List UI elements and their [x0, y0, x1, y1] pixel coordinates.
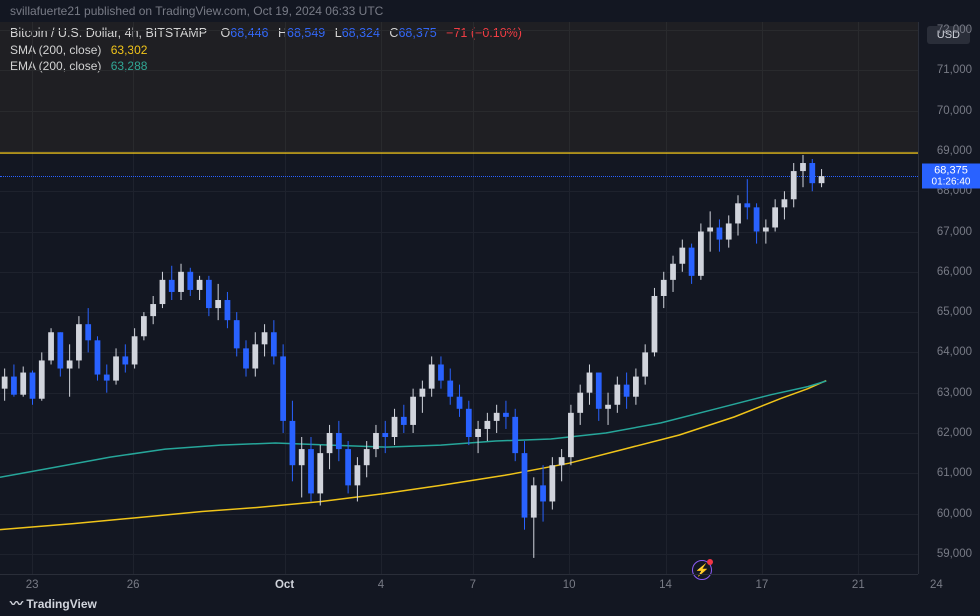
y-tick-label: 66,000	[937, 266, 972, 278]
y-tick-label: 63,000	[937, 387, 972, 399]
y-tick-label: 67,000	[937, 226, 972, 238]
y-axis[interactable]: 59,000 60,000 61,000 62,000 63,000 64,000 65,0…	[918, 22, 980, 574]
y-tick-label: 69,000	[937, 145, 972, 157]
footer-brand[interactable]: 〰 TradingView	[10, 593, 97, 612]
y-tick-label: 64,000	[937, 346, 972, 358]
y-tick-label: 72,000	[937, 24, 972, 36]
x-tick-label: Oct	[275, 579, 294, 591]
y-tick-label: 60,000	[937, 508, 972, 520]
x-tick-label: 24	[930, 579, 943, 591]
x-tick-label: 23	[26, 579, 39, 591]
x-tick-label: 17	[756, 579, 769, 591]
x-tick-label: 7	[470, 579, 476, 591]
x-tick-label: 4	[378, 579, 384, 591]
x-tick-label: 26	[127, 579, 140, 591]
y-tick-label: 61,000	[937, 467, 972, 479]
y-tick-label: 71,000	[937, 64, 972, 76]
published-by: svillafuerte21 published on TradingView.…	[10, 4, 383, 18]
x-tick-label: 10	[563, 579, 576, 591]
price-tag-price: 68,375	[934, 165, 968, 177]
chart-area[interactable]	[0, 22, 918, 574]
y-tick-label: 65,000	[937, 306, 972, 318]
current-price-tag[interactable]: 68,37501:26:40	[922, 164, 980, 189]
x-tick-label: 21	[852, 579, 865, 591]
y-tick-label: 62,000	[937, 427, 972, 439]
price-tag-countdown: 01:26:40	[922, 177, 980, 188]
x-axis[interactable]: 2326Oct471014172124	[0, 574, 918, 596]
y-tick-label: 70,000	[937, 105, 972, 117]
publish-header: svillafuerte21 published on TradingView.…	[0, 0, 980, 22]
x-tick-label: 14	[659, 579, 672, 591]
y-tick-label: 59,000	[937, 548, 972, 560]
chart-svg	[0, 22, 918, 574]
